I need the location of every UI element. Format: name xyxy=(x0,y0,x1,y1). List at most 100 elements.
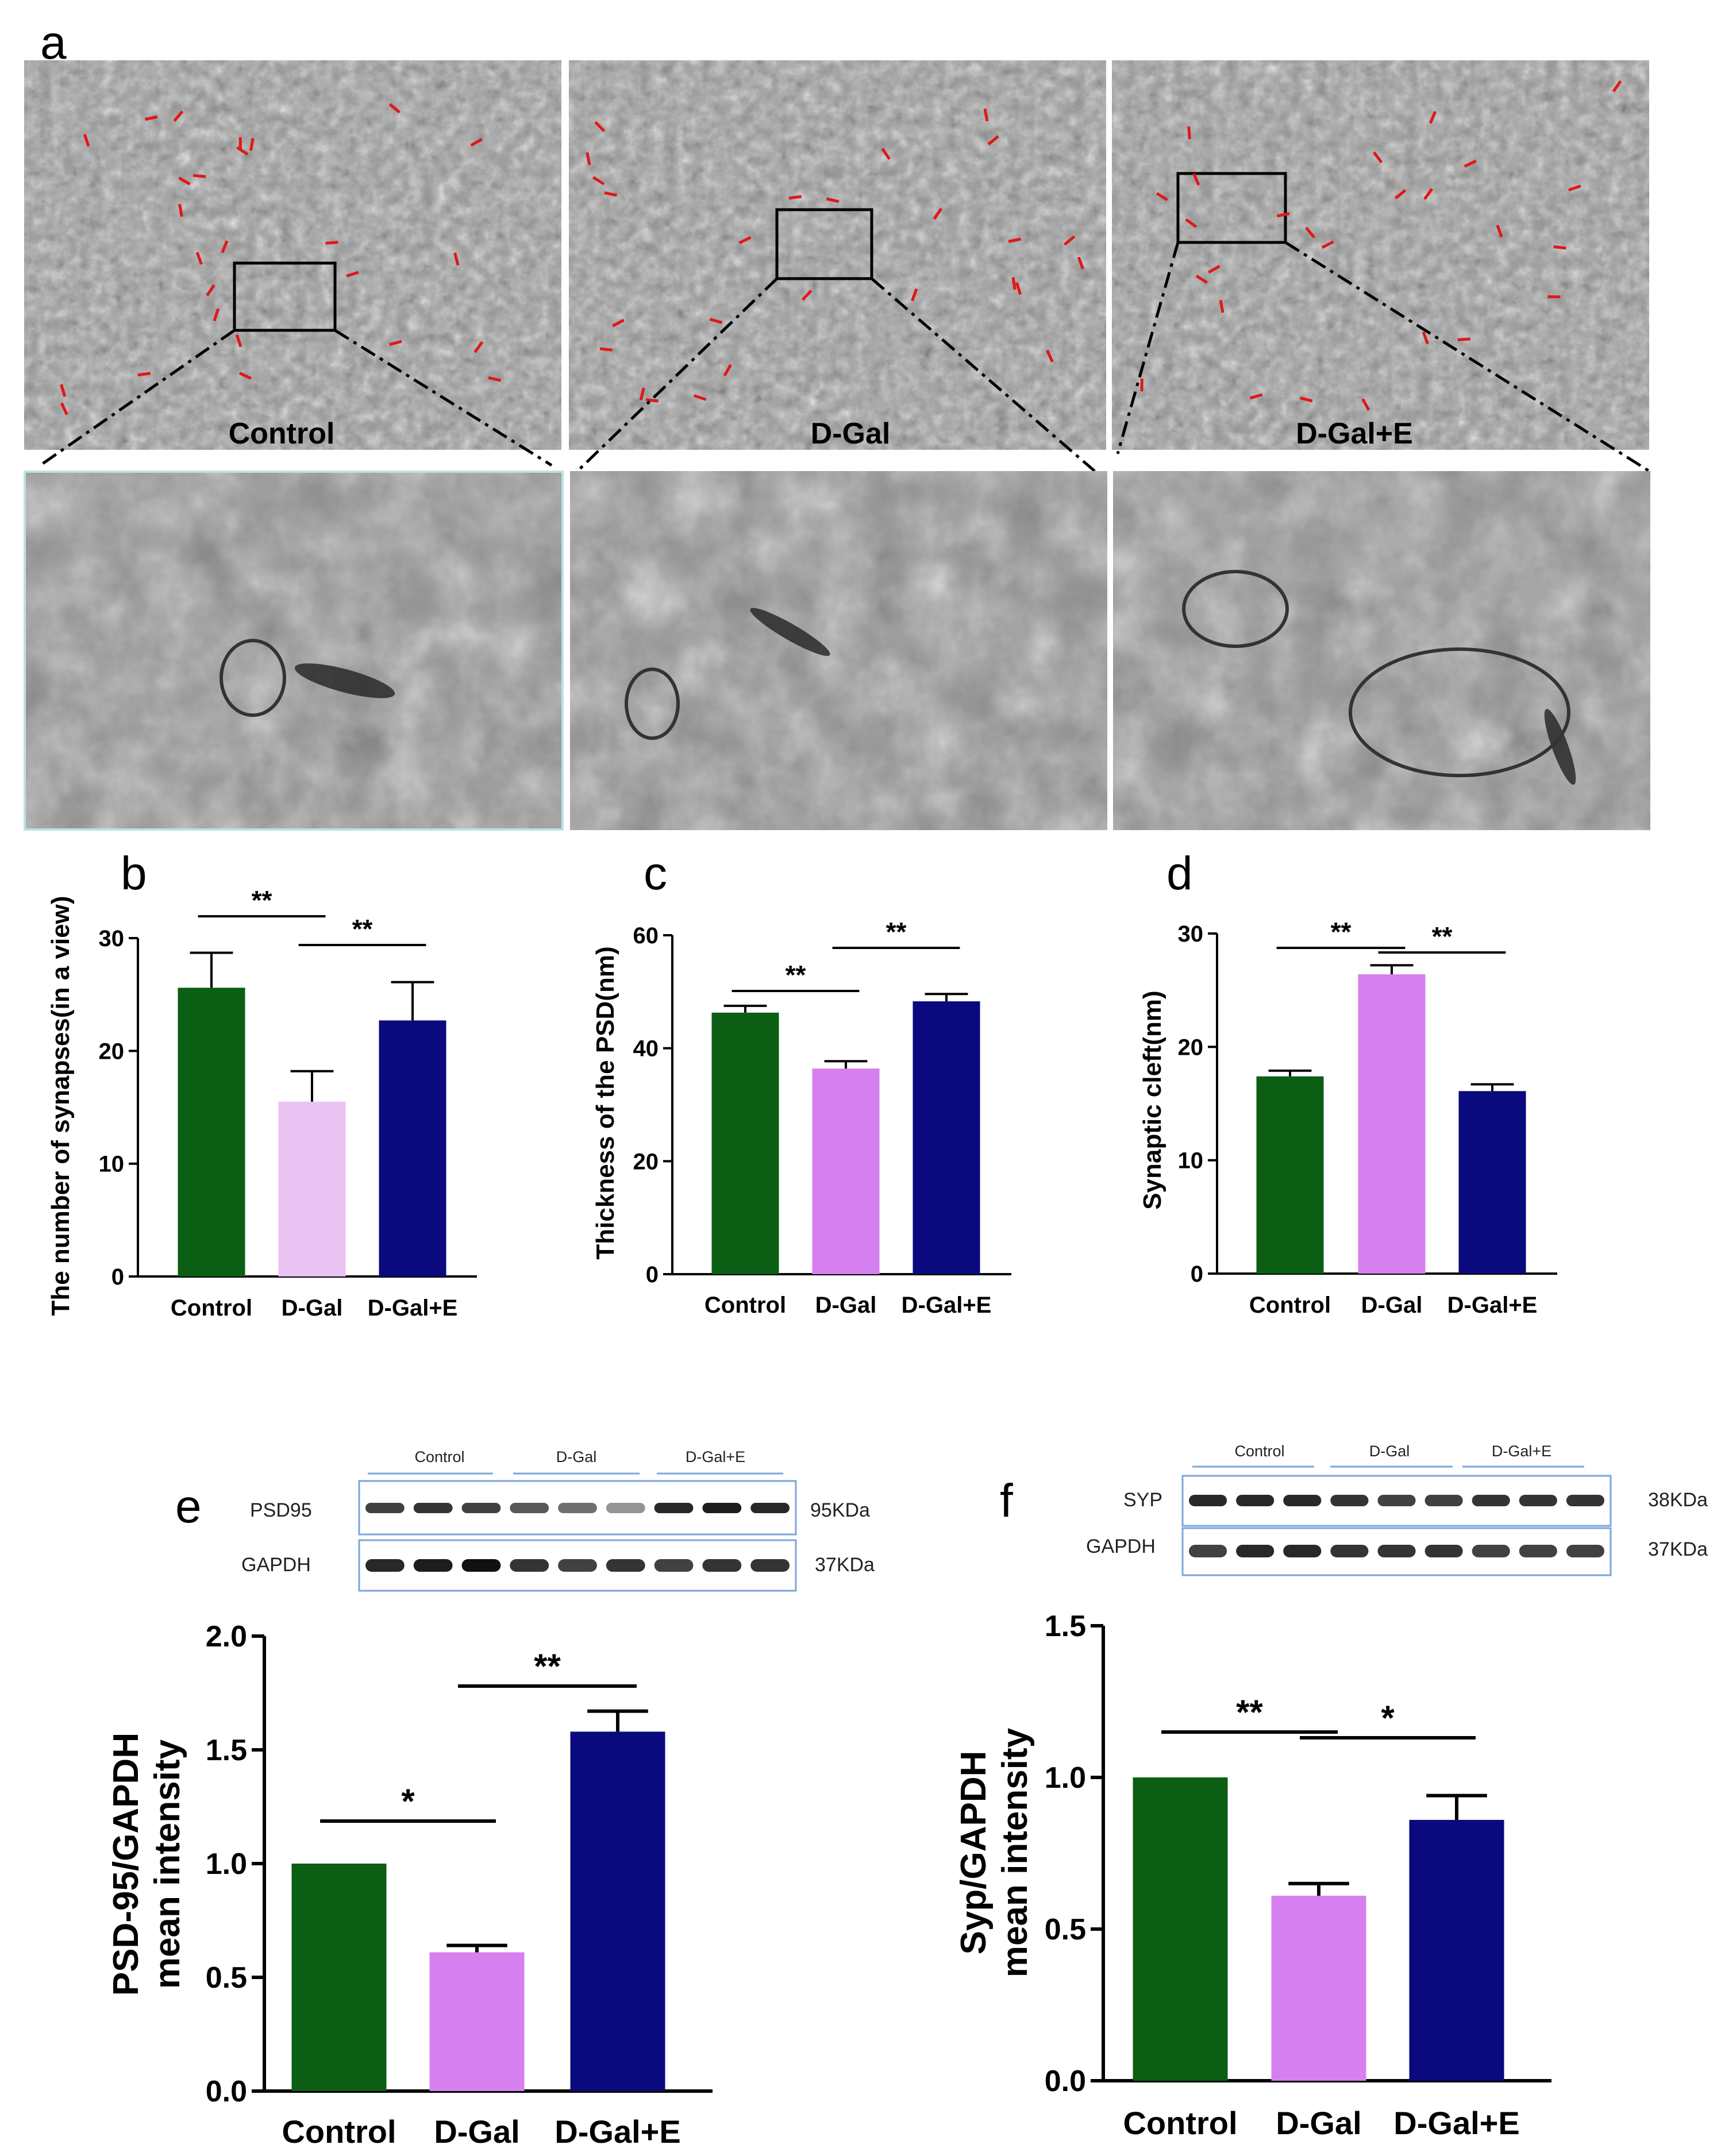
blot-band xyxy=(1283,1495,1322,1506)
blot-f-size-syp: 38KDa xyxy=(1648,1489,1708,1511)
bar-control xyxy=(1133,1777,1228,2081)
blot-band xyxy=(1330,1545,1369,1557)
significance-label: ** xyxy=(352,914,373,944)
synapse-arrow xyxy=(592,176,605,186)
synapse-arrow xyxy=(801,290,813,301)
y-tick-label: 10 xyxy=(99,1152,125,1177)
x-category-label: Control xyxy=(1123,2105,1237,2141)
blot-band xyxy=(1377,1545,1416,1557)
blot-band xyxy=(413,1559,453,1572)
chart-b: 0 10 20 30 The number of synapses(in a view)… xyxy=(47,885,477,1321)
bar-d-gal xyxy=(1271,1895,1366,2081)
panel-letter-a: a xyxy=(40,17,67,69)
synapse-arrow xyxy=(1422,331,1429,345)
y-tick-label: 10 xyxy=(1178,1148,1204,1174)
synapse-arrow xyxy=(983,108,989,122)
synapse-arrow xyxy=(738,236,752,245)
blot-band xyxy=(1472,1495,1510,1506)
significance-label: ** xyxy=(886,917,907,947)
blot-band xyxy=(461,1559,501,1572)
synapse-arrow xyxy=(604,191,617,197)
blot-f: Control D-Gal D-Gal+E SYP GAPDH 38KDa 37… xyxy=(1086,1443,1708,1576)
blot-band xyxy=(1519,1545,1557,1557)
synapse-arrow xyxy=(1612,80,1622,92)
y-tick-label: 1.5 xyxy=(1045,1610,1086,1643)
synapse-arrow xyxy=(599,347,613,352)
synapse-arrow xyxy=(723,364,732,377)
y-tick-label: 1.0 xyxy=(1045,1761,1086,1795)
em-label-dgal: D-Gal xyxy=(811,417,891,450)
blot-f-bands-gapdh xyxy=(1189,1545,1604,1557)
x-category-label: Control xyxy=(1249,1293,1331,1318)
blot-band xyxy=(1566,1545,1604,1557)
bar-d-gal xyxy=(812,1069,880,1274)
synapse-arrow xyxy=(594,121,606,132)
synapse-arrow xyxy=(1195,274,1208,284)
blot-f-bands-syp xyxy=(1189,1495,1604,1506)
panel-letter-f: f xyxy=(1000,1475,1013,1527)
synapse-arrow xyxy=(881,148,891,160)
synapse-arrow xyxy=(1496,225,1503,238)
y-tick-label: 30 xyxy=(1178,921,1204,947)
synapse-arrow xyxy=(173,110,184,122)
y-tick-label: 40 xyxy=(633,1036,659,1062)
y-tick-label: 60 xyxy=(633,923,659,948)
synapse-arrow xyxy=(221,240,229,253)
blot-band xyxy=(1236,1495,1275,1506)
y-tick-label: 0 xyxy=(646,1262,659,1287)
synapse-arrow xyxy=(645,398,659,403)
synapse-arrow xyxy=(826,197,840,203)
significance-label: * xyxy=(1381,1699,1395,1737)
y-axis-label: Syp/GAPDH xyxy=(954,1751,994,1955)
blot-band xyxy=(365,1559,405,1572)
blot-e-row-psd95: PSD95 xyxy=(250,1499,312,1521)
chart-f: 0.0 0.5 1.0 1.5 Syp/GAPDH mean intensity Contr… xyxy=(954,1610,1551,2141)
x-category-label: D-Gal xyxy=(434,2113,519,2150)
y-axis-label: mean intensity xyxy=(995,1727,1035,1977)
blot-band xyxy=(750,1503,790,1513)
blot-band xyxy=(558,1559,597,1572)
zoom-box xyxy=(233,261,337,332)
em-zoom-dgal xyxy=(570,471,1107,830)
synapse-arrow xyxy=(1429,111,1437,124)
synapse-arrow xyxy=(249,138,255,151)
synapse-arrow xyxy=(192,173,206,178)
synapse-arrow xyxy=(1464,159,1477,168)
blot-f-row-syp: SYP xyxy=(1123,1489,1162,1511)
x-category-label: D-Gal+E xyxy=(1393,2105,1519,2141)
synapse-arrow xyxy=(1423,188,1434,200)
synapse-arrow xyxy=(346,271,359,277)
synapse-arrow xyxy=(1046,349,1054,362)
y-axis-label: PSD-95/GAPDH xyxy=(106,1733,146,1996)
synapse-arrow xyxy=(238,372,252,380)
synapse-arrow xyxy=(1372,151,1383,164)
significance-label: ** xyxy=(1236,1693,1263,1731)
x-category-label: Control xyxy=(171,1295,252,1321)
synapse-arrow xyxy=(178,204,183,217)
bar-control xyxy=(1256,1076,1324,1274)
blot-e-row-gapdh: GAPDH xyxy=(241,1554,311,1576)
synapse-arrow xyxy=(1192,173,1200,186)
em-top-dgal: D-Gal xyxy=(569,60,1106,450)
bar-control xyxy=(178,988,245,1276)
y-tick-label: 1.0 xyxy=(206,1848,247,1881)
significance-label: ** xyxy=(534,1647,561,1686)
x-category-label: Control xyxy=(704,1293,786,1318)
synapse-arrow xyxy=(1361,398,1370,411)
synapse-arrow xyxy=(137,372,151,377)
x-category-label: D-Gal+E xyxy=(902,1293,992,1318)
y-tick-label: 0 xyxy=(111,1264,124,1290)
synapse-markers xyxy=(60,80,1622,415)
synapse-arrow xyxy=(693,394,707,401)
blot-band xyxy=(413,1503,453,1513)
blot-e-bands-psd95 xyxy=(365,1503,790,1513)
blot-e-group-dgal-e: D-Gal+E xyxy=(686,1448,745,1465)
chart-c: 0 20 40 60 Thickness of the PSD(nm) Control D-… xyxy=(591,917,1011,1318)
synapse-arrow xyxy=(470,137,483,147)
x-category-label: D-Gal+E xyxy=(555,2113,680,2150)
synapse-arrow xyxy=(1321,240,1334,249)
synapse-arrow xyxy=(1187,126,1191,140)
synapse-arrow xyxy=(911,288,918,302)
panel-letter-e: e xyxy=(175,1480,202,1533)
blot-e: Control D-Gal D-Gal+E PSD95 GAPDH 95KDa … xyxy=(241,1448,875,1592)
